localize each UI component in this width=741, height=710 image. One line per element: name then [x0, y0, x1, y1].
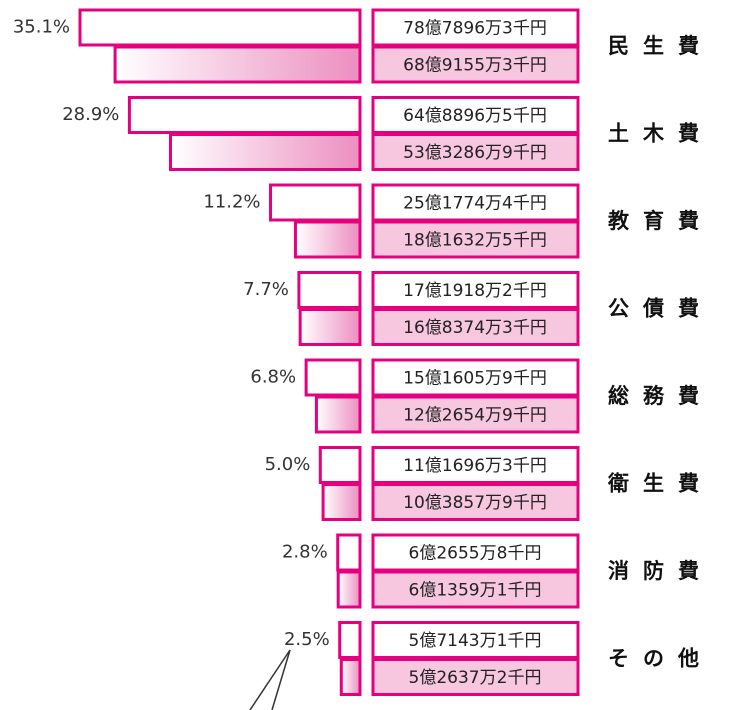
pointer-line [271, 649, 291, 710]
amount-box [371, 271, 580, 309]
category-label: 衛生費 [607, 472, 713, 496]
category-label: 民生費 [608, 34, 713, 58]
bar [78, 8, 362, 47]
bar [269, 183, 362, 222]
amount-box [371, 658, 580, 696]
amount-box [371, 45, 580, 84]
category-label: 公債費 [608, 297, 713, 321]
bar [298, 308, 362, 346]
amount-label: 5億7143万1千円 [409, 631, 542, 651]
category-label: 消防費 [608, 559, 713, 583]
amount-box [371, 133, 580, 171]
share-label: 11.2% [203, 192, 260, 213]
amount-label: 53億3286万9千円 [403, 143, 547, 163]
share-label: 2.5% [284, 629, 330, 650]
amount-label: 6億1359万1千円 [409, 581, 542, 601]
share-label: 6.8% [250, 367, 296, 388]
amount-box [371, 358, 580, 397]
amount-box [371, 533, 580, 572]
amount-box [371, 220, 580, 259]
amount-label: 68億9155万3千円 [403, 56, 547, 76]
amount-box [371, 96, 580, 134]
share-label: 28.9% [62, 104, 119, 125]
pointer-line [249, 649, 291, 710]
bar [297, 271, 362, 309]
share-label: 7.7% [243, 279, 289, 300]
bar [318, 446, 362, 484]
amount-label: 25億1774万4千円 [403, 194, 547, 214]
amount-label: 5億2637万2千円 [409, 668, 542, 688]
share-label: 35.1% [13, 17, 70, 38]
amount-label: 15億1605万9千円 [403, 369, 547, 389]
bar [293, 220, 362, 259]
bar [339, 658, 362, 696]
amount-label: 64億8896万5千円 [403, 106, 547, 126]
bar [127, 96, 362, 134]
amount-label: 11億1696万3千円 [403, 456, 547, 476]
amount-box [371, 570, 580, 609]
amount-box [371, 183, 580, 222]
amount-label: 18億1632万5千円 [403, 231, 547, 251]
bar [336, 570, 362, 609]
share-label: 2.8% [282, 542, 328, 563]
amount-label: 12億2654万9千円 [403, 406, 547, 426]
amount-box [371, 8, 580, 47]
bar [314, 395, 362, 434]
amount-label: 78億7896万3千円 [403, 19, 547, 39]
bar [321, 483, 362, 521]
amount-box [371, 308, 580, 346]
category-label: 総務費 [608, 384, 713, 408]
amount-label: 16億8374万3千円 [403, 318, 547, 338]
bar [113, 45, 362, 84]
bar [168, 133, 362, 171]
amount-box [371, 446, 580, 484]
bar [336, 533, 362, 572]
amount-box [371, 621, 580, 659]
amount-box [371, 483, 580, 521]
bar [338, 621, 362, 659]
category-label: 土木費 [608, 122, 713, 146]
amount-label: 17億1918万2千円 [403, 281, 547, 301]
category-label: その他 [608, 647, 713, 671]
category-label: 教育費 [608, 209, 713, 233]
amount-label: 10億3857万9千円 [403, 493, 547, 513]
share-label: 5.0% [265, 454, 311, 475]
amount-box [371, 395, 580, 434]
bar [304, 358, 362, 397]
amount-label: 6億2655万8千円 [409, 544, 542, 564]
